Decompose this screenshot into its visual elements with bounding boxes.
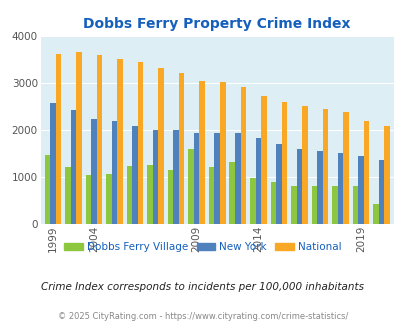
- Bar: [209, 167, 214, 224]
- Bar: [234, 133, 240, 224]
- Legend: Dobbs Ferry Village, New York, National: Dobbs Ferry Village, New York, National: [60, 238, 345, 256]
- Bar: [173, 130, 179, 224]
- Bar: [352, 186, 357, 224]
- Text: © 2025 CityRating.com - https://www.cityrating.com/crime-statistics/: © 2025 CityRating.com - https://www.city…: [58, 312, 347, 321]
- Bar: [91, 118, 96, 224]
- Bar: [45, 155, 50, 224]
- Text: Crime Index corresponds to incidents per 100,000 inhabitants: Crime Index corresponds to incidents per…: [41, 282, 364, 292]
- Bar: [96, 55, 102, 224]
- Bar: [372, 204, 378, 224]
- Bar: [152, 130, 158, 224]
- Bar: [85, 175, 91, 224]
- Bar: [260, 96, 266, 224]
- Bar: [249, 178, 255, 224]
- Bar: [126, 166, 132, 224]
- Bar: [383, 126, 389, 224]
- Bar: [147, 165, 152, 224]
- Bar: [158, 68, 164, 224]
- Bar: [357, 156, 363, 224]
- Bar: [76, 52, 81, 224]
- Bar: [65, 167, 70, 224]
- Bar: [331, 186, 337, 224]
- Bar: [255, 138, 260, 224]
- Bar: [301, 106, 307, 224]
- Bar: [111, 121, 117, 224]
- Bar: [229, 162, 234, 224]
- Bar: [70, 110, 76, 224]
- Bar: [199, 82, 205, 224]
- Bar: [167, 170, 173, 224]
- Bar: [188, 149, 194, 224]
- Bar: [378, 160, 383, 224]
- Bar: [220, 82, 225, 224]
- Bar: [281, 102, 286, 224]
- Bar: [342, 112, 348, 224]
- Bar: [179, 73, 184, 224]
- Bar: [296, 149, 301, 224]
- Bar: [194, 133, 199, 224]
- Title: Dobbs Ferry Property Crime Index: Dobbs Ferry Property Crime Index: [83, 17, 350, 31]
- Bar: [316, 151, 322, 224]
- Bar: [337, 153, 342, 224]
- Bar: [132, 126, 138, 224]
- Bar: [363, 121, 369, 224]
- Bar: [270, 182, 275, 224]
- Bar: [322, 109, 327, 224]
- Bar: [240, 87, 245, 224]
- Bar: [311, 186, 316, 224]
- Bar: [117, 59, 123, 224]
- Bar: [290, 186, 296, 224]
- Bar: [50, 103, 55, 224]
- Bar: [55, 54, 61, 224]
- Bar: [106, 174, 111, 224]
- Bar: [275, 144, 281, 224]
- Bar: [138, 62, 143, 224]
- Bar: [214, 133, 220, 224]
